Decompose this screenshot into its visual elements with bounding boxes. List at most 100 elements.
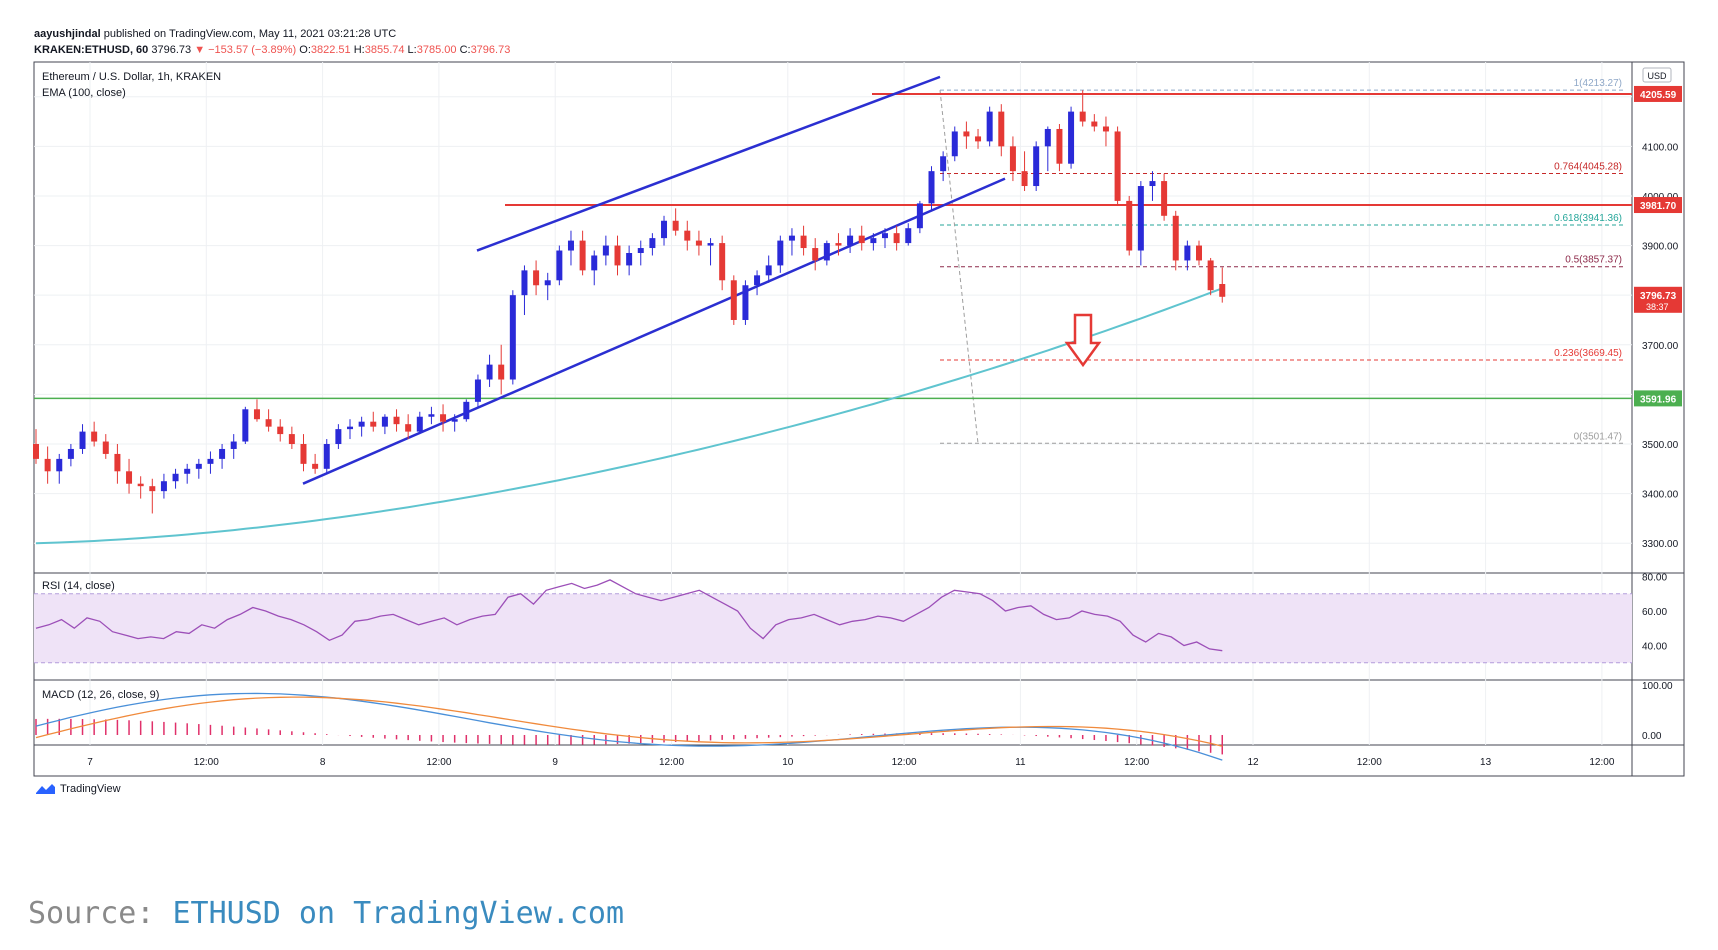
high-value: 3855.74 (364, 44, 405, 56)
candle-body (812, 248, 819, 261)
candle-body (405, 424, 412, 432)
x-tick-label: 12 (1247, 757, 1259, 768)
candle-body (847, 235, 854, 246)
candle-body (975, 136, 982, 142)
x-tick-label: 13 (1480, 757, 1492, 768)
rsi-tick-label: 40.00 (1642, 641, 1667, 652)
candle-body (451, 419, 458, 422)
candle-body (114, 453, 121, 472)
candle-body (33, 444, 39, 459)
candle-body (1056, 128, 1063, 164)
rsi-line (35, 579, 1223, 652)
candle-body (102, 441, 109, 454)
candle-body (1219, 284, 1226, 297)
candle-body (963, 131, 970, 137)
candle-body (370, 421, 377, 427)
candle-body (79, 431, 86, 449)
candle-body (870, 238, 877, 244)
candle-body (591, 255, 598, 271)
y-tick-label: 3400.00 (1642, 490, 1679, 501)
candle-body (695, 240, 702, 246)
channel-upper-line (476, 75, 941, 252)
candle-body (1033, 146, 1040, 187)
tradingview-brand[interactable]: TradingView (34, 782, 121, 795)
candle-body (707, 243, 714, 246)
fib-level-label: 0.764(4045.28) (1554, 161, 1622, 172)
close-value: 3796.73 (470, 44, 511, 56)
candle-body (1172, 215, 1179, 261)
x-tick-label: 9 (552, 757, 558, 768)
y-tick-label: 3500.00 (1642, 440, 1679, 451)
candle-body (986, 111, 993, 142)
candle-body (474, 379, 481, 402)
author-name[interactable]: aayushjindal (34, 28, 101, 40)
macd-title: MACD (12, 26, close, 9) (42, 689, 159, 701)
down-arrow-icon (1064, 313, 1102, 368)
source-prefix: Source: (28, 896, 173, 931)
bar-countdown: 38:37 (1646, 302, 1669, 312)
symbol-line: KRAKEN:ETHUSD, 60 (34, 44, 149, 56)
currency-label: USD (1647, 71, 1667, 81)
candle-body (149, 486, 156, 492)
low-label: L: (407, 44, 417, 56)
candle-body (858, 235, 865, 244)
x-tick-label: 12:00 (1124, 757, 1149, 768)
x-tick-label: 7 (87, 757, 93, 768)
candle-body (602, 245, 609, 256)
candle-body (579, 240, 586, 271)
candle-body (533, 270, 540, 286)
candle-body (44, 458, 51, 472)
rsi-tick-label: 60.00 (1642, 607, 1667, 618)
fib-level-label: 0(3501.47) (1574, 431, 1622, 442)
signal-line (35, 696, 1223, 747)
candle-body (951, 131, 958, 157)
x-tick-label: 12:00 (892, 757, 917, 768)
candle-body (905, 228, 912, 244)
candle-body (556, 250, 563, 281)
low-value: 3785.00 (416, 44, 457, 56)
publish-info: published on TradingView.com, May 11, 20… (103, 28, 397, 40)
x-tick-label: 10 (782, 757, 794, 768)
candle-body (1114, 131, 1121, 201)
chart-svg[interactable]: 7 12:00 8 12:00 9 12:00 10 12:00 11 12:00 12 12:00 1… (0, 0, 1718, 800)
candle-body (207, 458, 214, 464)
source-link[interactable]: ETHUSD on TradingView.com (172, 896, 625, 931)
candle-body (498, 364, 505, 380)
candle-body (1068, 111, 1075, 164)
chart-title: Ethereum / U.S. Dollar, 1h, KRAKEN (42, 71, 221, 83)
candle-body (893, 233, 900, 244)
candle-body (253, 409, 260, 420)
fib-level-label: 0.618(3941.36) (1554, 213, 1622, 224)
candle-body (881, 233, 888, 239)
candle-body (1009, 146, 1016, 172)
price-tag-3981: 3981.70 (1640, 201, 1677, 212)
candle-body (1137, 186, 1144, 251)
x-tick-label: 12:00 (1357, 757, 1382, 768)
open-label: O: (299, 44, 311, 56)
fib-level-label: 1(4213.27) (1574, 78, 1622, 89)
price-tag-3591-bg (1634, 390, 1682, 407)
x-tick-label: 12:00 (1589, 757, 1614, 768)
candle-body (428, 414, 435, 417)
candle-body (242, 409, 249, 442)
x-tick-label: 12:00 (659, 757, 684, 768)
candle-body (928, 171, 935, 204)
candle-body (219, 448, 226, 459)
candle-body (1021, 171, 1028, 187)
price-tag-3591: 3591.96 (1640, 394, 1677, 405)
candle-body (381, 416, 388, 427)
candle-body (521, 270, 528, 296)
candle-body (172, 473, 179, 482)
candle-body (1126, 200, 1133, 251)
ema-line (35, 287, 1223, 545)
candle-body (672, 220, 679, 231)
fib-level-label: 0.236(3669.45) (1554, 348, 1622, 359)
candle-body (358, 421, 365, 427)
rsi-band (34, 593, 1632, 663)
price-tag-4205-bg (1634, 85, 1682, 102)
candle-body (463, 401, 470, 420)
candle-body (1149, 181, 1156, 187)
candle-body (742, 285, 749, 320)
candle-body (486, 364, 493, 380)
price-tag-3981-bg (1634, 197, 1682, 214)
